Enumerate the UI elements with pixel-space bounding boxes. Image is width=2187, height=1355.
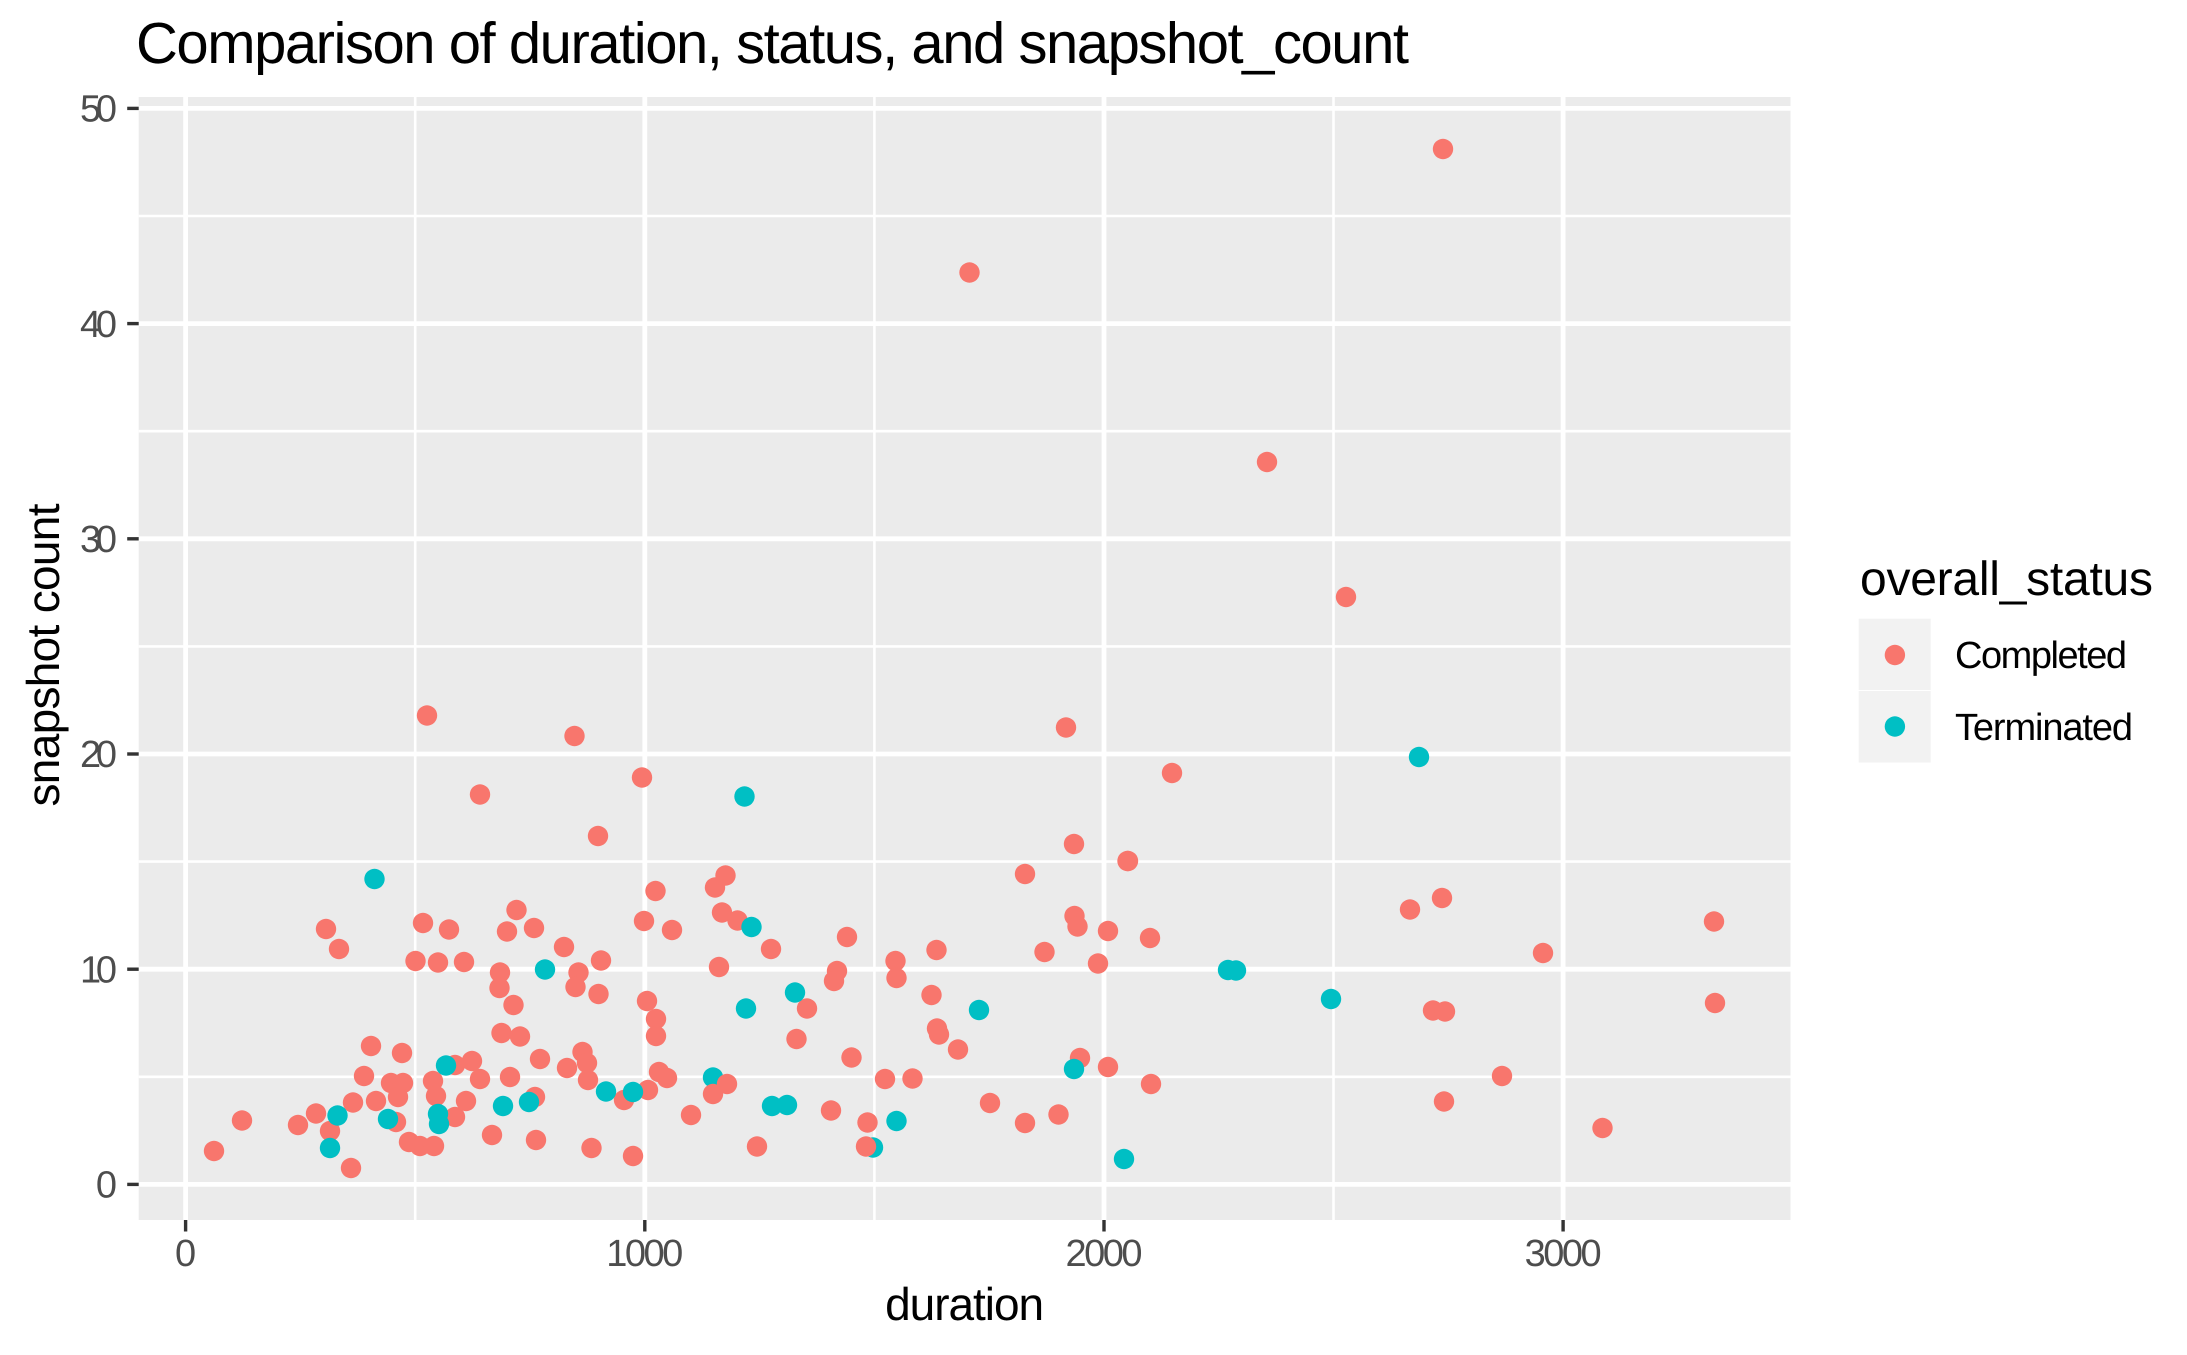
svg-text:30: 30 bbox=[80, 519, 117, 561]
svg-text:0: 0 bbox=[175, 1233, 196, 1275]
svg-text:overall_status: overall_status bbox=[1860, 553, 2153, 606]
svg-text:Completed: Completed bbox=[1955, 635, 2127, 677]
svg-text:50: 50 bbox=[80, 89, 117, 131]
svg-text:Comparison of duration, status: Comparison of duration, status, and snap… bbox=[136, 11, 1409, 76]
svg-text:2000: 2000 bbox=[1066, 1233, 1143, 1275]
svg-text:duration: duration bbox=[885, 1278, 1044, 1330]
svg-text:snapshot count: snapshot count bbox=[17, 503, 69, 806]
svg-text:10: 10 bbox=[80, 949, 117, 991]
svg-text:1000: 1000 bbox=[606, 1233, 683, 1275]
svg-text:40: 40 bbox=[80, 304, 117, 346]
svg-text:3000: 3000 bbox=[1525, 1233, 1602, 1275]
svg-text:0: 0 bbox=[96, 1165, 117, 1207]
svg-text:20: 20 bbox=[80, 734, 117, 776]
svg-text:Terminated: Terminated bbox=[1955, 707, 2133, 749]
